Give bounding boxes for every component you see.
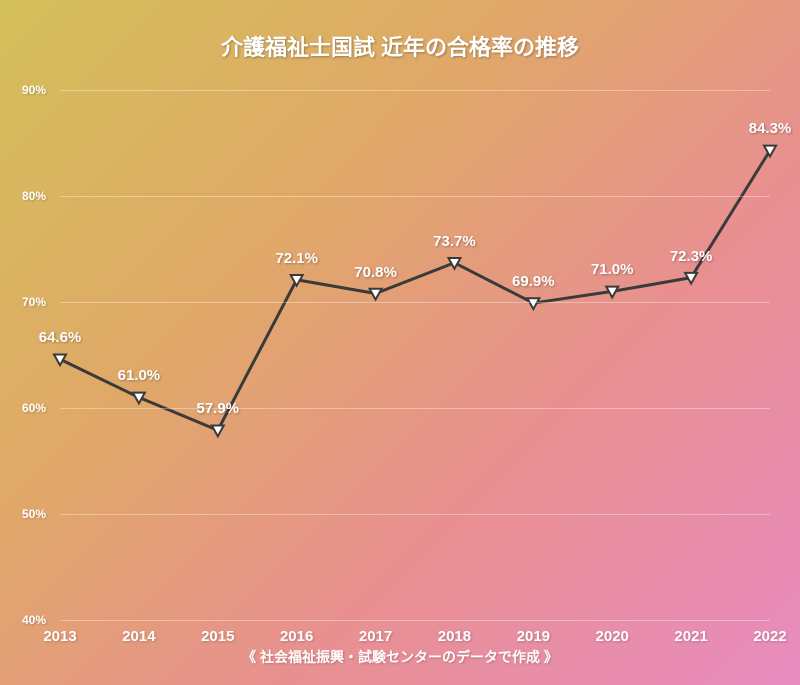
- gridline: [60, 302, 770, 303]
- x-axis-label: 2022: [753, 628, 786, 645]
- data-label: 72.3%: [670, 248, 713, 265]
- data-marker: [212, 425, 224, 436]
- x-axis-label: 2016: [280, 628, 313, 645]
- x-axis-label: 2018: [438, 628, 471, 645]
- data-label: 69.9%: [512, 273, 555, 290]
- x-axis-label: 2014: [122, 628, 155, 645]
- data-marker: [606, 287, 618, 298]
- y-axis-label: 80%: [22, 189, 46, 203]
- x-axis-label: 2017: [359, 628, 392, 645]
- data-label: 61.0%: [118, 367, 161, 384]
- gridline: [60, 514, 770, 515]
- y-axis-label: 40%: [22, 613, 46, 627]
- chart-svg: [0, 0, 800, 685]
- data-label: 64.6%: [39, 329, 82, 346]
- x-axis-label: 2020: [596, 628, 629, 645]
- chart-footer: 《 社会福祉振興・試験センターのデータで作成 》: [0, 647, 800, 667]
- y-axis-label: 70%: [22, 295, 46, 309]
- x-axis-label: 2015: [201, 628, 234, 645]
- gridline: [60, 196, 770, 197]
- y-axis-label: 90%: [22, 83, 46, 97]
- y-axis-label: 50%: [22, 507, 46, 521]
- data-marker: [133, 393, 145, 404]
- data-label: 84.3%: [749, 120, 792, 137]
- chart-title: 介護福祉士国試 近年の合格率の推移: [0, 30, 800, 62]
- data-marker: [448, 258, 460, 269]
- x-axis-label: 2021: [674, 628, 707, 645]
- x-axis-label: 2013: [43, 628, 76, 645]
- data-marker: [54, 354, 66, 365]
- data-label: 71.0%: [591, 261, 634, 278]
- gridline: [60, 620, 770, 621]
- data-marker: [370, 289, 382, 300]
- data-marker: [685, 273, 697, 284]
- chart-line: [60, 150, 770, 430]
- data-marker: [527, 298, 539, 309]
- data-marker: [291, 275, 303, 286]
- gridline: [60, 90, 770, 91]
- data-label: 57.9%: [196, 400, 239, 417]
- y-axis-label: 60%: [22, 401, 46, 415]
- data-label: 73.7%: [433, 233, 476, 250]
- chart-container: 介護福祉士国試 近年の合格率の推移 《 社会福祉振興・試験センターのデータで作成…: [0, 0, 800, 685]
- gridline: [60, 408, 770, 409]
- data-label: 70.8%: [354, 264, 397, 281]
- data-marker: [764, 146, 776, 157]
- x-axis-label: 2019: [517, 628, 550, 645]
- data-label: 72.1%: [275, 250, 318, 267]
